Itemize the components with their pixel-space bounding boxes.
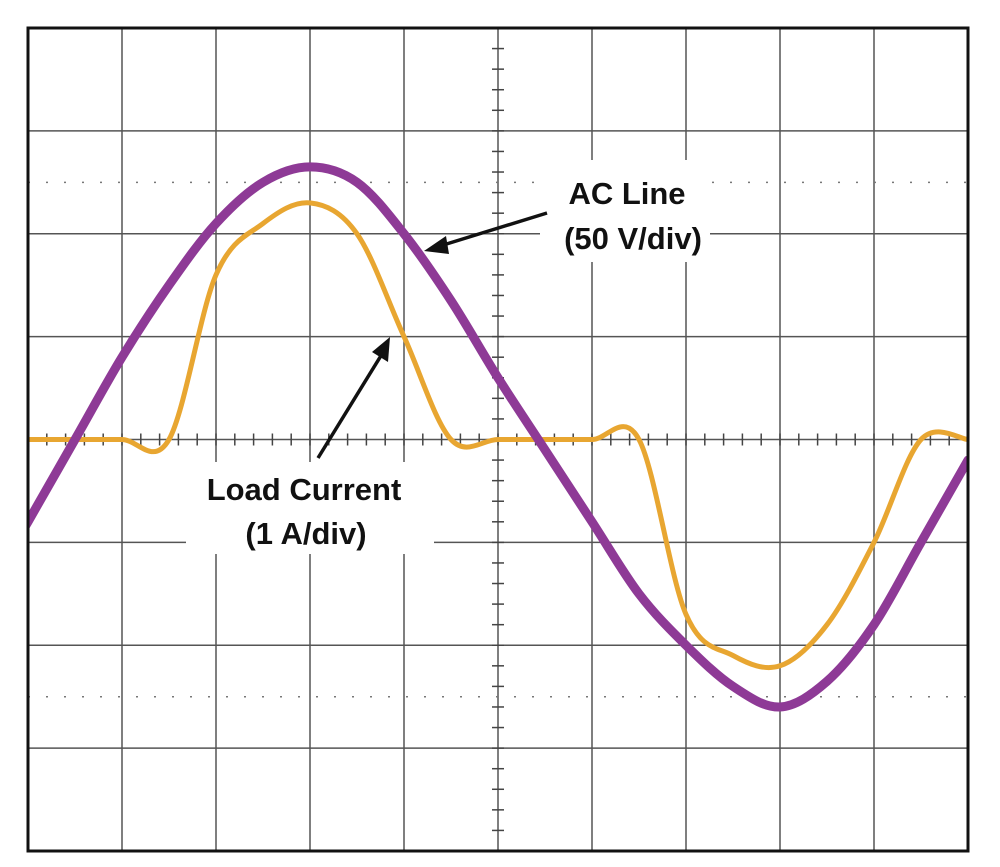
load-current-scale-label: (1 A/div) (245, 516, 366, 551)
ac-line-arrowhead (424, 236, 449, 254)
ac-label-backdrop (540, 160, 710, 262)
annotations: AC Line (50 V/div) Load Current (1 A/div… (186, 160, 710, 554)
ac-line-trace (28, 162, 968, 712)
load-current-label: Load Current (207, 472, 402, 507)
traces (28, 162, 968, 712)
ac-line-arrow (439, 211, 548, 248)
load-current-trace (28, 200, 968, 671)
load-label-backdrop (186, 462, 434, 554)
load-current-arrow (316, 353, 384, 459)
ac-line-scale-label: (50 V/div) (564, 221, 702, 256)
graticule-frame (26, 26, 970, 853)
ac-line-label: AC Line (568, 176, 685, 211)
load-current-arrowhead (372, 337, 390, 362)
